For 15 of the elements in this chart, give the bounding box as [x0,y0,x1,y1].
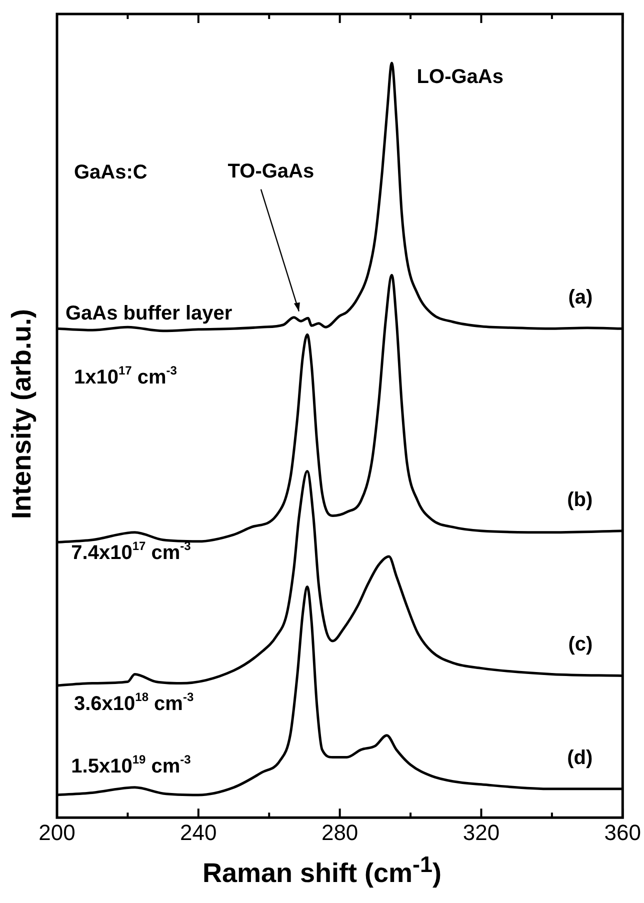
annotation: GaAs:C [74,162,148,184]
x-tick-label: 360 [604,820,642,845]
series-label: (a) [568,286,593,309]
series-label: (b) [567,488,593,511]
series-label: (d) [567,746,593,769]
series-label: (c) [568,634,593,656]
y-axis-title: Intensity (arb.u.) [6,308,38,520]
x-tick-label: 320 [462,820,500,845]
x-tick-label: 200 [38,820,76,845]
annotation: TO-GaAs [228,160,314,182]
annotation: LO-GaAs [416,66,504,88]
x-axis-title: Raman shift (cm$^{-1}$) [201,852,443,889]
x-tick-label: 240 [180,820,217,845]
annotation: GaAs buffer layer [65,302,232,324]
x-tick-label: 280 [321,820,358,845]
